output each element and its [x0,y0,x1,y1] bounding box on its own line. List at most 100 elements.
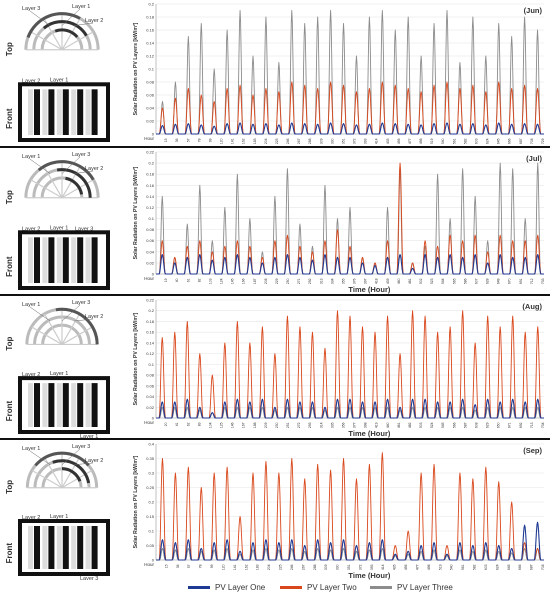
front-view-panel-dark [62,237,69,283]
front-view-panel-light [71,526,77,569]
x-tick-label: 104 [208,422,212,428]
legend-label: PV Layer One [215,583,266,592]
x-tick-label: 187 [253,278,257,284]
x-tick-label: 376 [353,278,357,284]
front-view-panel-light [56,89,62,135]
x-tick-label: 288 [308,138,312,144]
x-tick-label: 225 [279,564,283,570]
y-tick-label: 0.14 [146,340,155,345]
legend-label: PV Layer Three [397,583,453,592]
top-view-spoke [61,166,81,199]
front-view-panel-light [85,89,91,135]
front-view-label: Front [5,543,14,564]
y-tick-label: 0.2 [148,161,154,166]
x-tick-label: 565 [452,278,456,284]
front-view-panel-dark [77,526,84,569]
y-tick-label: 0.04 [146,249,155,254]
x-tick-label: 687 [519,138,523,144]
layer-label: Layer 1 [22,154,40,160]
front-view-panel-dark [48,526,55,569]
series-line-pv-layer-one [155,398,545,419]
x-tick-label: 649 [497,278,501,284]
x-tick-label: 461 [397,422,401,428]
x-tick-label: 540 [441,138,445,144]
y-tick-label: 0.4 [148,442,154,447]
x-tick-label: 293 [308,422,312,428]
legend-item-pv-layer-two: PV Layer Two [280,583,357,592]
y-axis-title: Solar Radiation on PV Layers [kW/m²] [133,312,139,405]
layer-label: Layer 1 [22,302,40,308]
top-view-spoke [31,326,63,345]
x-tick-label: 561 [461,564,465,570]
x-tick-label: 246 [286,138,290,144]
panel-sep: Layer 1 Layer 3 Layer 2 Top Layer 2 Layer 1 La… [0,440,550,581]
y-tick-label: 0 [152,416,155,421]
pv-schematic: Layer 3 Layer 1 Layer 2 Top Layer 2 Layer 1 Fr… [5,4,110,143]
x-tick-label: 586 [463,278,467,284]
x-tick-label: 624 [495,564,499,570]
solar-radiation-chart: 0 0.02 0.04 0.06 0.08 0.1 0.12 0.14 0.16 0.18 0.2 H… [133,2,545,145]
top-view-layer-arc [54,28,79,39]
x-tick-label: 503 [419,422,423,428]
y-tick-label: 0.08 [146,373,155,378]
x-tick-label: 330 [330,138,334,144]
x-tick-label: 561 [452,138,456,144]
y-tick-label: 0.12 [146,351,155,356]
layer-label: Layer 1 [22,446,40,452]
y-tick-label: 0.08 [146,80,155,85]
x-tick-label: 57 [187,564,191,568]
x-axis-title: Time (Hour) [348,429,390,438]
x-tick-label: 204 [264,138,268,144]
y-tick-label: 0.16 [146,330,155,335]
x-tick-label: 141 [231,138,235,144]
y-tick-label: 0.1 [148,216,154,221]
x-tick-label: 334 [330,278,334,284]
x-tick-label: 267 [297,138,301,144]
y-tick-label: 0.06 [146,93,155,98]
front-view-panel-light [56,383,62,427]
front-view-panel-light [85,383,91,427]
x-tick-label: 356 [341,422,345,428]
y-tick-label: 0.05 [146,543,155,548]
x-tick-label: 62 [186,422,190,426]
x-tick-label: 230 [275,422,279,428]
front-view-panel-light [42,526,48,569]
x-tick-label: 188 [253,422,257,428]
x-tick-label: 78 [197,138,201,142]
series-line-pv-layer-three [156,10,544,135]
y-tick-label: 0.06 [146,238,155,243]
x-tick-label: 435 [386,138,390,144]
x-tick-label: 309 [319,138,323,144]
x-tick-label: 671 [508,422,512,428]
x-tick-label: 82 [197,278,201,282]
front-view-label: Front [5,400,14,421]
x-tick-label: 544 [441,278,445,284]
front-view-panel-dark [48,89,55,135]
x-tick-label: 713 [530,422,534,428]
x-tick-label: 440 [386,422,390,428]
x-tick-label: 372 [353,138,357,144]
x-tick-label: 15 [164,138,168,142]
y-tick-label: 0.35 [146,456,155,461]
x-tick-label: 99 [208,138,212,142]
layer-label: Layer 3 [80,576,98,580]
x-tick-label: 351 [347,564,351,570]
front-view-panel-dark [34,383,40,427]
x-tick-label: Hour [144,276,154,281]
solar-radiation-chart: 0 0.02 0.04 0.06 0.08 0.1 0.12 0.14 0.16 0.18 0.2 0… [133,298,545,439]
x-tick-label: 456 [397,138,401,144]
x-tick-label: 419 [375,422,379,428]
x-tick-label: 78 [199,564,203,568]
x-tick-label: 498 [419,138,423,144]
x-tick-label: 733 [541,278,545,284]
layer-label: Layer 1 [50,77,68,83]
y-tick-label: 0.1 [148,67,154,72]
top-view-spoke [61,313,81,345]
front-view-panel-light [28,89,33,135]
front-view-panel-light [56,237,62,283]
x-tick-label: 666 [508,138,512,144]
x-tick-label: 628 [486,278,490,284]
top-view-spoke [43,18,63,51]
y-tick-label: 0.06 [146,383,155,388]
front-view-panel-dark [62,89,69,135]
